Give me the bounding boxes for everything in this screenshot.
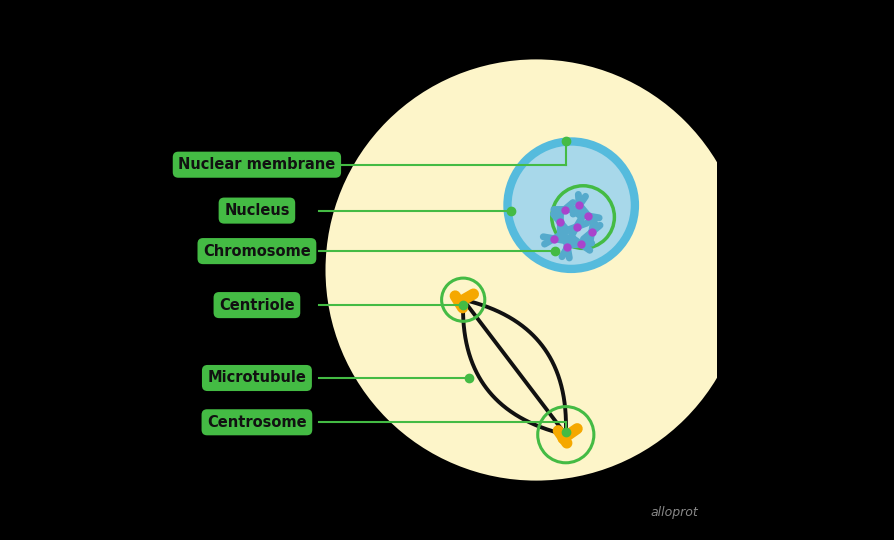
Text: Chromosome: Chromosome: [203, 244, 311, 259]
Text: Microtubule: Microtubule: [207, 370, 307, 386]
Text: Centriole: Centriole: [219, 298, 295, 313]
Circle shape: [508, 141, 635, 269]
Text: alloprot: alloprot: [650, 507, 698, 519]
Text: Centrosome: Centrosome: [207, 415, 307, 430]
Text: Nuclear membrane: Nuclear membrane: [178, 157, 335, 172]
Text: Nucleus: Nucleus: [224, 203, 290, 218]
Circle shape: [325, 59, 746, 481]
